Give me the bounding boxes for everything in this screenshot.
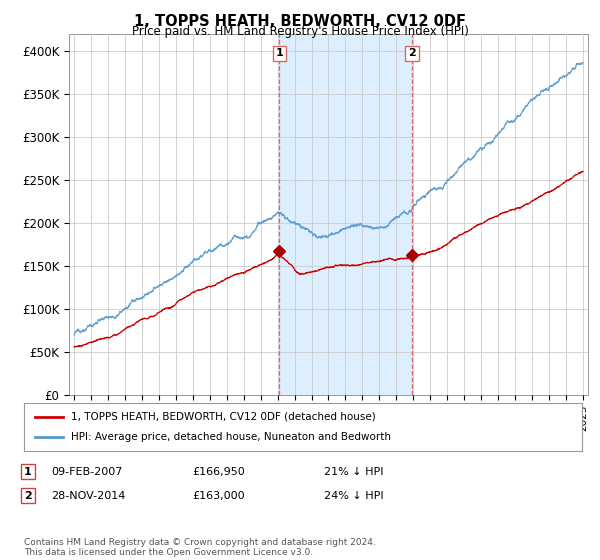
Text: 2: 2: [408, 48, 416, 58]
Text: £166,950: £166,950: [192, 466, 245, 477]
Text: £163,000: £163,000: [192, 491, 245, 501]
Text: Contains HM Land Registry data © Crown copyright and database right 2024.
This d: Contains HM Land Registry data © Crown c…: [24, 538, 376, 557]
Text: HPI: Average price, detached house, Nuneaton and Bedworth: HPI: Average price, detached house, Nune…: [71, 432, 391, 442]
Text: 1: 1: [275, 48, 283, 58]
Text: 1: 1: [24, 466, 32, 477]
Text: 28-NOV-2014: 28-NOV-2014: [51, 491, 125, 501]
Text: 1, TOPPS HEATH, BEDWORTH, CV12 0DF: 1, TOPPS HEATH, BEDWORTH, CV12 0DF: [134, 14, 466, 29]
Text: 24% ↓ HPI: 24% ↓ HPI: [324, 491, 383, 501]
Text: Price paid vs. HM Land Registry's House Price Index (HPI): Price paid vs. HM Land Registry's House …: [131, 25, 469, 38]
Text: 21% ↓ HPI: 21% ↓ HPI: [324, 466, 383, 477]
Text: 09-FEB-2007: 09-FEB-2007: [51, 466, 122, 477]
Bar: [280, 34, 412, 395]
Text: 1, TOPPS HEATH, BEDWORTH, CV12 0DF (detached house): 1, TOPPS HEATH, BEDWORTH, CV12 0DF (deta…: [71, 412, 376, 422]
Text: 2: 2: [24, 491, 32, 501]
